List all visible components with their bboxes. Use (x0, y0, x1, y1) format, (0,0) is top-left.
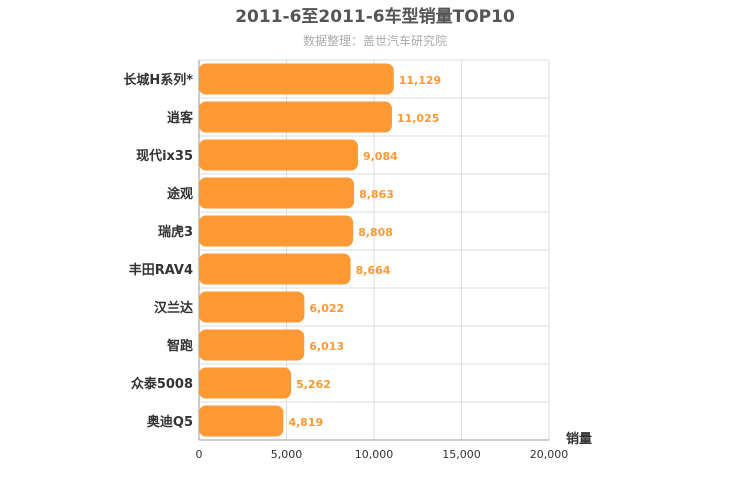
chart-subtitle: 数据整理：盖世汽车研究院 (303, 33, 447, 48)
category-label: 智跑 (167, 338, 193, 354)
data-label: 11,025 (397, 112, 439, 125)
grid (198, 59, 550, 441)
chart-title: 2011-6至2011-6车型销量TOP10 (235, 6, 515, 27)
bar (199, 177, 355, 209)
bar (199, 367, 292, 399)
bar (199, 329, 305, 361)
data-label: 8,808 (358, 226, 393, 239)
category-label: 长城H系列* (123, 72, 193, 88)
bars (199, 63, 394, 437)
bar (199, 215, 354, 247)
category-label: 众泰5008 (131, 376, 193, 392)
category-label: 汉兰达 (154, 300, 193, 316)
category-label: 逍客 (167, 110, 194, 126)
bar (199, 291, 305, 323)
data-label: 5,262 (296, 378, 331, 391)
category-label: 奥迪Q5 (147, 414, 193, 430)
bar (199, 253, 351, 285)
bar (199, 101, 392, 133)
x-tick-label: 20,000 (530, 448, 569, 461)
data-label: 6,013 (309, 340, 344, 353)
category-label: 瑞虎3 (158, 224, 193, 240)
category-label: 途观 (167, 186, 193, 202)
data-label: 8,863 (359, 188, 394, 201)
labels: 0 5,000 10,000 15,000 20,000 长城H系列* 11,129 逍客 11… (123, 72, 568, 461)
data-label: 8,664 (356, 264, 391, 277)
category-label: 现代ix35 (136, 148, 193, 164)
data-label: 4,819 (288, 416, 323, 429)
x-tick-label: 10,000 (355, 448, 394, 461)
bar (199, 405, 284, 437)
category-label: 丰田RAV4 (129, 262, 193, 278)
x-tick-label: 5,000 (271, 448, 303, 461)
data-label: 6,022 (309, 302, 344, 315)
x-tick-label: 15,000 (442, 448, 481, 461)
x-axis-title: 销量 (566, 431, 592, 447)
data-label: 9,084 (363, 150, 398, 163)
bar (199, 139, 358, 171)
bar (199, 63, 394, 95)
x-tick-label: 0 (196, 448, 203, 461)
data-label: 11,129 (399, 74, 441, 87)
